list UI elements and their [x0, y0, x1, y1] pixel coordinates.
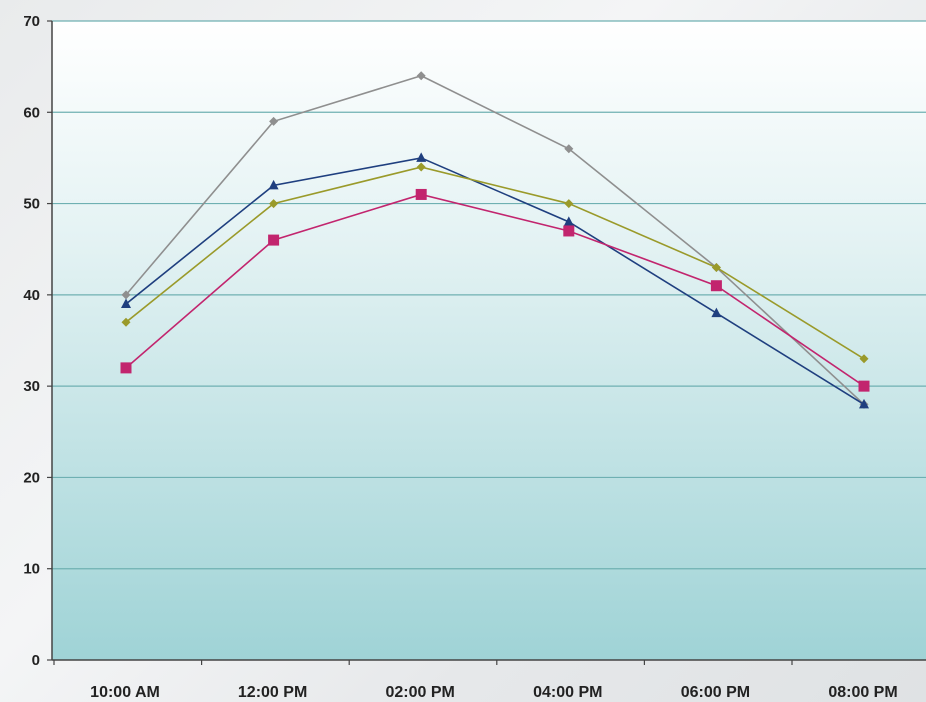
data-point — [416, 189, 427, 200]
x-tick-label: 10:00 AM — [90, 684, 160, 701]
data-point — [268, 235, 279, 246]
data-point — [121, 362, 132, 373]
y-tick-label: 30 — [23, 378, 40, 395]
x-tick-label: 12:00 PM — [238, 684, 307, 701]
y-tick-label: 10 — [23, 561, 40, 578]
y-tick-labels: 0 10 20 30 40 50 60 70 — [23, 13, 40, 669]
x-tick-label: 02:00 PM — [386, 684, 455, 701]
data-point — [563, 225, 574, 236]
y-tick-label: 40 — [23, 287, 40, 304]
x-tick-label: 04:00 PM — [533, 684, 602, 701]
y-tick-label: 0 — [32, 652, 40, 669]
data-point — [711, 280, 722, 291]
x-tick-label: 06:00 PM — [681, 684, 750, 701]
y-tick-label: 70 — [23, 13, 40, 30]
x-tick-labels: 10:00 AM 12:00 PM 02:00 PM 04:00 PM 06:00 PM… — [90, 684, 898, 701]
y-tick-label: 60 — [23, 104, 40, 121]
data-point — [859, 381, 870, 392]
y-tick-label: 20 — [23, 469, 40, 486]
x-tick-label: 08:00 PM — [828, 684, 897, 701]
y-tick-label: 50 — [23, 196, 40, 213]
